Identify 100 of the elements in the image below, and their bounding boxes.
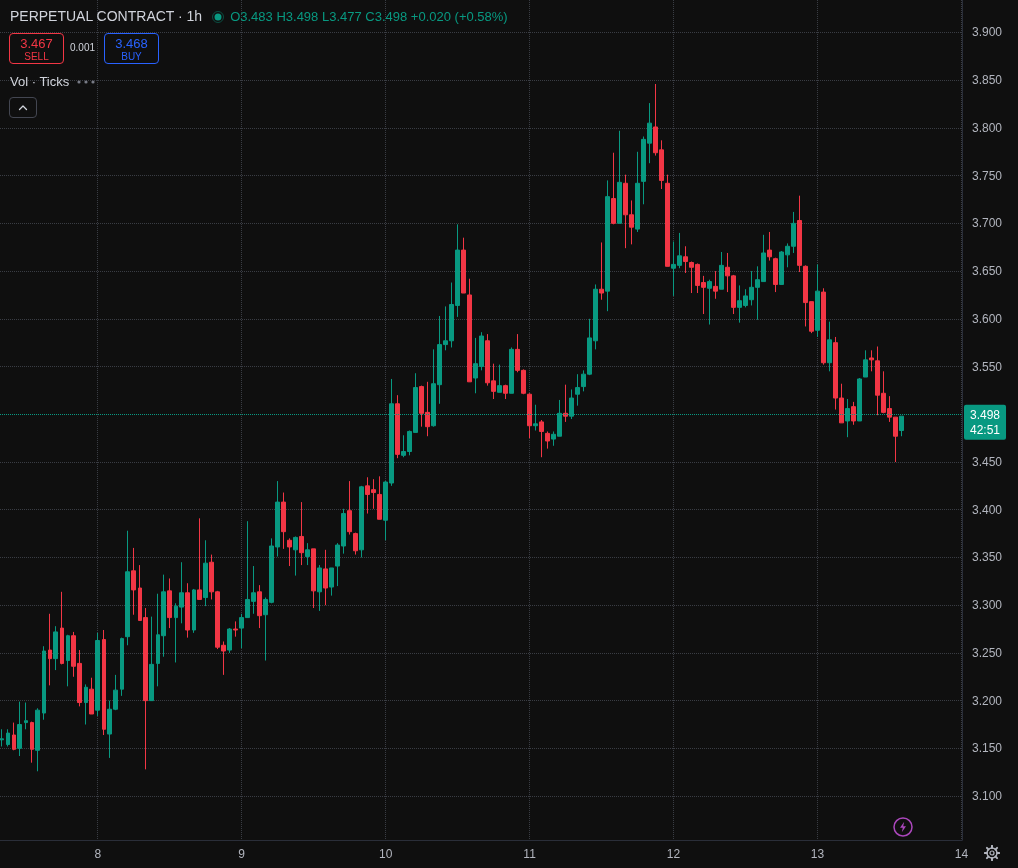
ref-line-label: 3.498 <box>970 408 1001 423</box>
text: O3.483 H3.498 L3.477 C3.498 +0.020 (+0.58%) <box>230 8 508 25</box>
y-tick-label: 3.300 <box>972 598 1003 613</box>
candlestick <box>359 485 364 558</box>
candlestick <box>317 564 322 612</box>
x-tick-label: 10 <box>378 847 393 861</box>
x-tick-label: 8 <box>94 847 102 861</box>
candlestick <box>30 721 34 764</box>
candlestick <box>125 530 130 646</box>
candlestick <box>6 728 10 747</box>
candlestick <box>815 263 820 338</box>
y-tick-label: 3.900 <box>972 25 1003 40</box>
y-tick-label: 3.600 <box>972 311 1003 326</box>
candlestick <box>305 542 310 566</box>
candlestick <box>53 625 58 671</box>
candlestick <box>281 492 286 550</box>
annotation: 0.001 <box>70 42 96 54</box>
candlestick <box>227 627 232 654</box>
x-tick-label: 14 <box>954 847 969 861</box>
y-tick-label: 3.150 <box>972 741 1003 756</box>
y-tick-label: 3.400 <box>972 502 1003 517</box>
candlestick <box>395 394 400 459</box>
y-tick-label: 3.650 <box>972 264 1003 279</box>
x-tick-label: 12 <box>666 847 681 861</box>
candlestick <box>773 257 778 293</box>
candlestick <box>497 364 502 393</box>
annotation: 3.467 <box>19 36 54 51</box>
candlestick <box>0 728 4 747</box>
candlestick <box>545 430 550 450</box>
candlestick <box>89 677 94 715</box>
candlestick <box>539 419 544 458</box>
candlestick <box>203 539 208 607</box>
candlestick <box>329 567 334 597</box>
y-tick-label: 3.200 <box>972 693 1003 708</box>
candlestick <box>617 130 622 224</box>
candlestick <box>185 582 190 639</box>
y-tick-label: 3.700 <box>972 216 1003 231</box>
candlestick <box>767 231 772 262</box>
candlestick <box>299 501 304 566</box>
candlestick <box>287 537 292 567</box>
candlestick <box>611 152 616 225</box>
candlestick <box>353 532 358 556</box>
candlestick <box>863 349 868 378</box>
candlestick <box>120 637 124 697</box>
candlestick <box>12 722 16 751</box>
candlestick <box>665 174 670 267</box>
y-tick-label: 3.550 <box>972 359 1003 374</box>
candlestick <box>503 384 508 400</box>
candlestick <box>323 549 328 606</box>
candlestick <box>60 591 64 665</box>
sell-button: 3.467 SELL <box>9 33 64 64</box>
candlestick <box>821 287 826 366</box>
candlestick <box>66 634 70 687</box>
candlestick <box>719 251 724 290</box>
candlestick <box>635 151 640 233</box>
text: 42:51 <box>970 423 1001 438</box>
y-tick-label: 3.850 <box>972 73 1003 88</box>
annotation: SELL <box>23 51 50 62</box>
candlestick <box>102 629 106 736</box>
candlestick <box>347 480 352 536</box>
candlestick <box>461 237 466 294</box>
candlestick <box>149 616 154 702</box>
candlestick <box>605 179 610 312</box>
y-tick-label: 3.750 <box>972 168 1003 183</box>
candlestick <box>95 632 100 717</box>
candlestick <box>233 620 238 638</box>
candlestick <box>131 547 136 616</box>
candlestick <box>311 548 316 609</box>
x-tick-label: 13 <box>810 847 825 861</box>
candlestick <box>599 241 604 301</box>
candlestick <box>17 701 22 757</box>
candlestick <box>683 245 688 274</box>
y-tick-label: 3.100 <box>972 789 1003 804</box>
candlestick <box>84 683 88 725</box>
x-tick-label: 9 <box>238 847 246 861</box>
y-tick-label: 3.450 <box>972 455 1003 469</box>
candlestick <box>167 577 172 629</box>
annotation: 3.468 <box>114 36 149 51</box>
candlestick <box>851 401 856 426</box>
candlestick <box>713 270 718 300</box>
y-tick-label: 3.350 <box>972 550 1003 565</box>
x-tick-label: 11 <box>523 847 537 861</box>
candlestick <box>575 373 580 407</box>
candlestick <box>197 517 202 600</box>
candlestick <box>707 279 712 326</box>
text: PERPETUAL CONTRACT · 1h <box>10 8 203 25</box>
candlestick <box>563 384 568 423</box>
candlestick <box>24 702 28 730</box>
candlestick <box>509 346 514 394</box>
candlestick <box>192 588 196 634</box>
candlestick <box>293 535 298 577</box>
annotation: BUY <box>120 51 143 62</box>
buy-button: 3.468 BUY <box>104 33 159 64</box>
candlestick <box>42 645 46 721</box>
candlestick <box>48 613 52 686</box>
candlestick <box>797 195 802 273</box>
candlestick <box>527 392 532 439</box>
candlestick <box>35 707 40 772</box>
candlestick <box>467 278 472 383</box>
candlestick <box>827 321 832 372</box>
